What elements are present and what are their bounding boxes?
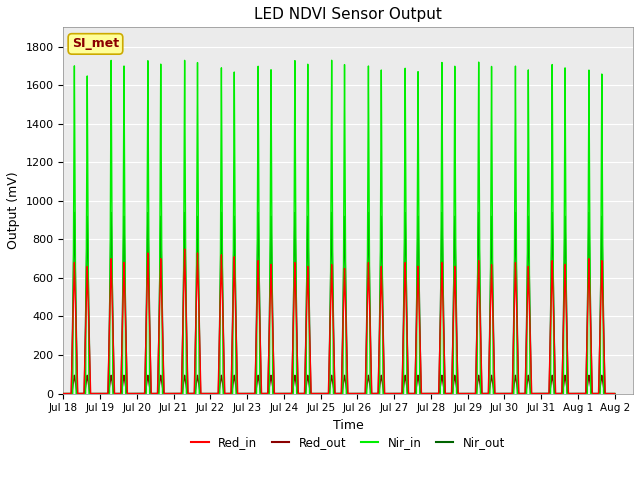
Red_out [121,377,129,383]
X-axis label: Time: Time [333,419,364,432]
Red_in [236,391,244,396]
Red_out [547,380,555,386]
Red_out [529,391,536,396]
Nir_out [70,209,78,215]
Nir_out [473,315,481,321]
Red_in [60,391,67,396]
Nir_in [121,185,129,191]
Red_out [611,391,618,396]
Nir_in [529,391,536,396]
Title: LED NDVI Sensor Output: LED NDVI Sensor Output [254,7,442,22]
Text: SI_met: SI_met [72,37,119,50]
Line: Red_out: Red_out [63,375,614,394]
Red_in [181,246,189,252]
Nir_out [529,391,536,396]
Red_in [529,391,536,396]
Nir_in [236,391,244,396]
Red_in [121,284,129,290]
Legend: Red_in, Red_out, Nir_in, Nir_out: Red_in, Red_out, Nir_in, Nir_out [186,431,510,454]
Red_out [70,372,78,378]
Line: Nir_in: Nir_in [63,60,614,394]
Red_in [473,327,481,333]
Nir_out [236,391,244,396]
Y-axis label: Output (mV): Output (mV) [7,172,20,249]
Line: Nir_out: Nir_out [63,212,614,394]
Nir_out [121,251,129,257]
Nir_in [611,391,618,396]
Nir_out [60,391,67,396]
Nir_in [547,279,555,285]
Red_out [507,391,515,396]
Red_in [611,391,618,396]
Nir_out [507,391,515,396]
Red_in [547,301,555,307]
Red_out [60,391,67,396]
Nir_in [328,58,335,63]
Red_out [236,391,244,396]
Red_out [473,384,481,390]
Nir_in [507,391,515,396]
Nir_in [60,391,67,396]
Nir_out [611,391,618,396]
Red_in [507,391,515,396]
Line: Red_in: Red_in [63,249,614,394]
Nir_out [547,277,555,283]
Nir_in [473,391,481,396]
